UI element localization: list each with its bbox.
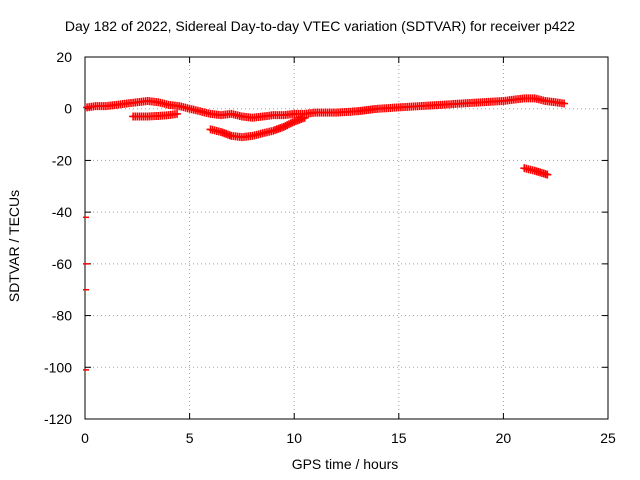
y-tick-label: -120 <box>44 411 72 427</box>
y-tick-label: 20 <box>56 49 72 65</box>
series-main-trace <box>83 94 569 122</box>
data-point <box>288 118 297 127</box>
y-axis-label: SDTVAR / TECUs <box>6 189 22 303</box>
data-point <box>283 121 292 130</box>
series-axis-outliers <box>83 216 89 371</box>
data-point <box>173 109 182 118</box>
data-point <box>281 121 290 130</box>
data-point <box>300 113 309 122</box>
x-tick-label: 10 <box>286 430 302 446</box>
data-point <box>286 119 295 128</box>
y-tick-label: 0 <box>64 101 72 117</box>
plot-frame <box>84 56 609 420</box>
y-tick-label: -80 <box>52 308 72 324</box>
x-axis-label: GPS time / hours <box>291 456 399 472</box>
y-tick-label: -60 <box>52 256 72 272</box>
data-point <box>279 122 288 131</box>
data-point <box>543 170 552 179</box>
x-tick-label: 15 <box>391 430 407 446</box>
series-lower-branch <box>129 109 182 121</box>
series-dip <box>206 113 309 142</box>
chart-title: Day 182 of 2022, Sidereal Day-to-day VTE… <box>64 18 576 34</box>
y-tick-label: -100 <box>44 359 72 375</box>
x-tick-label: 25 <box>600 430 616 446</box>
data-point <box>284 120 293 129</box>
data-point <box>560 99 569 108</box>
y-tick-label: -20 <box>52 152 72 168</box>
x-tick-label: 20 <box>496 430 512 446</box>
x-tick-label: 0 <box>81 430 89 446</box>
y-tick-label: -40 <box>52 204 72 220</box>
x-tick-label: 5 <box>186 430 194 446</box>
series-late-segment <box>520 164 552 179</box>
